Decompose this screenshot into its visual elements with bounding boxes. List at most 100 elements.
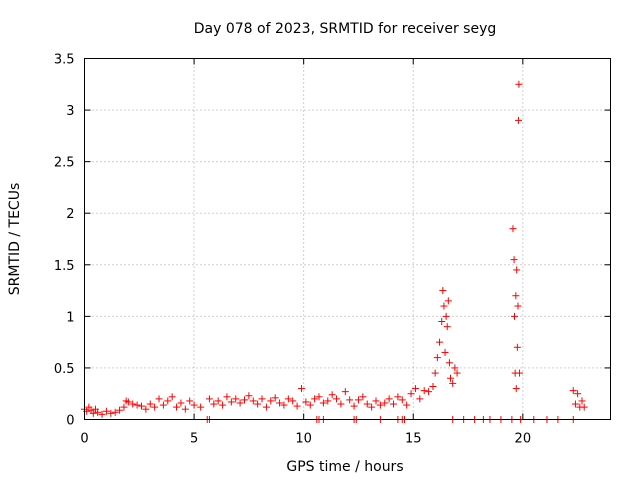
data-point-marker bbox=[129, 400, 137, 408]
data-point-marker bbox=[514, 116, 522, 124]
data-point-marker bbox=[254, 400, 262, 408]
x-tick-label: 0 bbox=[80, 432, 88, 447]
data-point-marker bbox=[363, 400, 371, 408]
data-point-marker bbox=[429, 382, 437, 390]
data-point-marker bbox=[436, 338, 444, 346]
data-point-marker bbox=[181, 405, 189, 413]
data-point-marker bbox=[431, 369, 439, 377]
data-point-marker bbox=[223, 393, 231, 401]
data-point-marker bbox=[302, 398, 310, 406]
data-point-marker bbox=[258, 395, 266, 403]
data-point-marker bbox=[411, 385, 419, 393]
data-point-marker bbox=[425, 388, 433, 396]
data-point-marker bbox=[381, 399, 389, 407]
chart-title: Day 078 of 2023, SRMTID for receiver sey… bbox=[194, 21, 497, 37]
data-point-marker bbox=[267, 397, 275, 405]
data-point-marker bbox=[98, 410, 106, 418]
data-point-marker bbox=[116, 406, 124, 414]
data-point-marker bbox=[341, 388, 349, 396]
grid-layer bbox=[84, 58, 611, 420]
data-point-marker bbox=[111, 408, 119, 416]
data-point-marker bbox=[443, 323, 451, 331]
x-tick-label: 5 bbox=[190, 432, 198, 447]
data-point-marker bbox=[146, 400, 154, 408]
data-point-marker bbox=[227, 398, 235, 406]
data-point-marker bbox=[578, 397, 586, 405]
data-point-marker bbox=[245, 392, 253, 400]
data-point-marker bbox=[173, 403, 181, 411]
y-tick-label: 0.5 bbox=[54, 362, 75, 377]
data-point-marker bbox=[94, 408, 102, 416]
data-point-marker bbox=[276, 399, 284, 407]
data-point-marker bbox=[433, 354, 441, 362]
data-point-marker bbox=[159, 401, 167, 409]
data-point-marker bbox=[390, 400, 398, 408]
data-point-marker bbox=[271, 394, 279, 402]
data-point-marker bbox=[580, 403, 588, 411]
data-point-marker bbox=[190, 401, 198, 409]
data-point-marker bbox=[124, 398, 132, 406]
data-point-marker bbox=[385, 395, 393, 403]
data-point-marker bbox=[509, 225, 517, 233]
data-point-marker bbox=[164, 397, 172, 405]
data-point-marker bbox=[297, 385, 305, 393]
data-point-marker bbox=[571, 400, 579, 408]
x-tick-label: 10 bbox=[295, 432, 312, 447]
data-point-marker bbox=[407, 390, 415, 398]
y-tick-label: 3 bbox=[66, 104, 74, 119]
data-point-marker bbox=[236, 399, 244, 407]
data-point-marker bbox=[394, 393, 402, 401]
data-point-marker bbox=[420, 387, 428, 395]
data-point-marker bbox=[514, 302, 522, 310]
data-point-marker bbox=[197, 403, 205, 411]
data-point-marker bbox=[240, 396, 248, 404]
data-point-marker bbox=[512, 385, 520, 393]
data-point-marker bbox=[137, 402, 145, 410]
data-point-marker bbox=[284, 395, 292, 403]
x-tick-label: 15 bbox=[405, 432, 422, 447]
data-point-marker bbox=[444, 297, 452, 305]
data-point-marker bbox=[262, 403, 270, 411]
data-point-marker bbox=[205, 395, 213, 403]
data-point-marker bbox=[372, 397, 380, 405]
data-point-marker bbox=[337, 400, 345, 408]
data-point-marker bbox=[438, 318, 446, 326]
data-point-marker bbox=[319, 399, 327, 407]
data-point-marker bbox=[510, 256, 518, 264]
data-point-marker bbox=[333, 395, 341, 403]
data-point-marker bbox=[441, 348, 449, 356]
data-point-marker bbox=[311, 395, 319, 403]
data-point-marker bbox=[102, 407, 110, 415]
data-point-marker bbox=[328, 391, 336, 399]
data-point-marker bbox=[232, 395, 240, 403]
data-point-marker bbox=[210, 400, 218, 408]
data-point-marker bbox=[440, 302, 448, 310]
data-point-marker bbox=[219, 401, 227, 409]
data-point-marker bbox=[89, 409, 97, 417]
data-point-marker bbox=[569, 387, 577, 395]
data-point-marker bbox=[354, 396, 362, 404]
x-axis-title: GPS time / hours bbox=[286, 459, 403, 475]
y-tick-label: 2.5 bbox=[54, 156, 75, 171]
data-point-marker bbox=[574, 390, 582, 398]
data-point-marker bbox=[447, 374, 455, 382]
data-point-marker bbox=[513, 343, 521, 351]
data-point-marker bbox=[214, 397, 222, 405]
data-point-marker bbox=[376, 401, 384, 409]
data-point-marker bbox=[155, 395, 163, 403]
data-point-marker bbox=[512, 292, 520, 300]
data-point-marker bbox=[359, 393, 367, 401]
y-axis-title: SRMTID / TECUs bbox=[7, 183, 23, 296]
y-tick-label: 2 bbox=[66, 207, 74, 222]
data-point-marker bbox=[107, 409, 115, 417]
y-tick-label: 1 bbox=[66, 310, 74, 325]
data-point-marker bbox=[293, 402, 301, 410]
data-point-marker bbox=[186, 397, 194, 405]
data-point-marker bbox=[168, 393, 176, 401]
data-point-marker bbox=[133, 401, 141, 409]
data-point-marker bbox=[350, 402, 358, 410]
data-point-marker bbox=[398, 396, 406, 404]
data-point-marker bbox=[511, 312, 519, 320]
data-point-marker bbox=[442, 312, 450, 320]
data-point-marker bbox=[289, 397, 297, 405]
